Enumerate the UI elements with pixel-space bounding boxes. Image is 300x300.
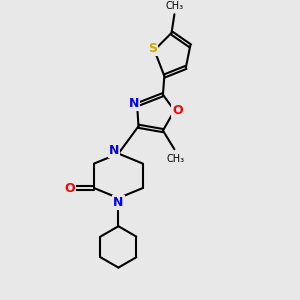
Text: S: S [148, 42, 158, 55]
Text: CH₃: CH₃ [165, 2, 184, 11]
Text: N: N [109, 144, 119, 157]
Text: O: O [172, 104, 183, 117]
Text: N: N [129, 97, 140, 110]
Text: N: N [113, 196, 124, 209]
Text: CH₃: CH₃ [167, 154, 185, 164]
Text: O: O [64, 182, 75, 194]
